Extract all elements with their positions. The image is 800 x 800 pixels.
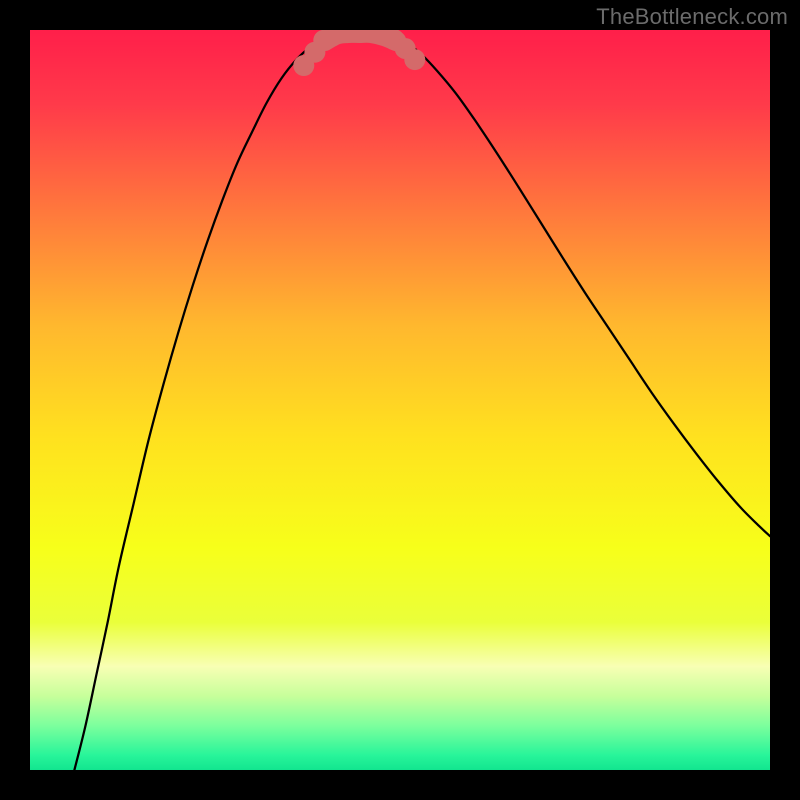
- bottleneck-curve-chart: [30, 30, 770, 770]
- plot-area: [30, 30, 770, 770]
- watermark-text: TheBottleneck.com: [596, 4, 788, 30]
- valley-dot: [313, 30, 334, 51]
- valley-dot: [404, 49, 425, 70]
- gradient-background: [30, 30, 770, 770]
- figure-outer: TheBottleneck.com: [0, 0, 800, 800]
